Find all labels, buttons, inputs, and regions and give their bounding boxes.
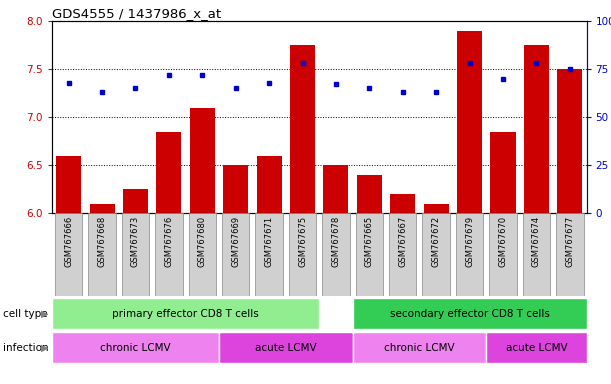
Bar xyxy=(190,108,215,213)
Text: GSM767679: GSM767679 xyxy=(465,215,474,267)
FancyBboxPatch shape xyxy=(456,213,483,296)
FancyBboxPatch shape xyxy=(422,213,450,296)
Bar xyxy=(56,156,81,213)
Text: chronic LCMV: chronic LCMV xyxy=(384,343,455,353)
FancyBboxPatch shape xyxy=(52,332,219,363)
FancyBboxPatch shape xyxy=(52,298,320,329)
Bar xyxy=(557,69,582,213)
Text: GSM767669: GSM767669 xyxy=(231,215,240,267)
FancyBboxPatch shape xyxy=(222,213,249,296)
Bar xyxy=(491,132,516,213)
FancyBboxPatch shape xyxy=(322,213,349,296)
Bar xyxy=(223,165,248,213)
FancyBboxPatch shape xyxy=(556,213,584,296)
FancyBboxPatch shape xyxy=(353,298,587,329)
Bar xyxy=(290,45,315,213)
Bar xyxy=(323,165,348,213)
FancyBboxPatch shape xyxy=(89,213,115,296)
FancyBboxPatch shape xyxy=(155,213,183,296)
FancyBboxPatch shape xyxy=(523,213,550,296)
Text: GSM767665: GSM767665 xyxy=(365,215,374,267)
Text: GSM767670: GSM767670 xyxy=(499,215,508,267)
Text: GSM767675: GSM767675 xyxy=(298,215,307,267)
Bar xyxy=(156,132,181,213)
Bar xyxy=(90,204,115,213)
Bar xyxy=(457,31,482,213)
FancyBboxPatch shape xyxy=(122,213,149,296)
FancyBboxPatch shape xyxy=(353,332,486,363)
FancyBboxPatch shape xyxy=(55,213,82,296)
FancyBboxPatch shape xyxy=(489,213,517,296)
Text: GSM767666: GSM767666 xyxy=(64,215,73,267)
Text: ▶: ▶ xyxy=(41,309,48,319)
Bar xyxy=(524,45,549,213)
FancyBboxPatch shape xyxy=(389,213,417,296)
Text: GSM767671: GSM767671 xyxy=(265,215,274,267)
Text: acute LCMV: acute LCMV xyxy=(255,343,316,353)
Text: GSM767672: GSM767672 xyxy=(432,215,441,267)
FancyBboxPatch shape xyxy=(486,332,587,363)
Text: GSM767673: GSM767673 xyxy=(131,215,140,267)
Text: GSM767678: GSM767678 xyxy=(331,215,340,267)
FancyBboxPatch shape xyxy=(289,213,316,296)
Text: cell type: cell type xyxy=(3,309,48,319)
Bar xyxy=(390,194,415,213)
Bar xyxy=(257,156,282,213)
Text: GDS4555 / 1437986_x_at: GDS4555 / 1437986_x_at xyxy=(52,7,221,20)
Text: primary effector CD8 T cells: primary effector CD8 T cells xyxy=(112,309,259,319)
Text: acute LCMV: acute LCMV xyxy=(506,343,567,353)
Bar xyxy=(123,189,148,213)
Text: secondary effector CD8 T cells: secondary effector CD8 T cells xyxy=(390,309,549,319)
FancyBboxPatch shape xyxy=(255,213,283,296)
Text: infection: infection xyxy=(3,343,49,353)
Text: GSM767668: GSM767668 xyxy=(98,215,106,267)
Text: GSM767667: GSM767667 xyxy=(398,215,408,267)
Text: GSM767674: GSM767674 xyxy=(532,215,541,267)
FancyBboxPatch shape xyxy=(189,213,216,296)
Bar xyxy=(357,175,382,213)
Text: GSM767677: GSM767677 xyxy=(565,215,574,267)
FancyBboxPatch shape xyxy=(219,332,353,363)
Text: ▶: ▶ xyxy=(41,343,48,353)
Bar xyxy=(423,204,448,213)
Text: chronic LCMV: chronic LCMV xyxy=(100,343,171,353)
Text: GSM767676: GSM767676 xyxy=(164,215,174,267)
FancyBboxPatch shape xyxy=(356,213,383,296)
Text: GSM767680: GSM767680 xyxy=(198,215,207,267)
